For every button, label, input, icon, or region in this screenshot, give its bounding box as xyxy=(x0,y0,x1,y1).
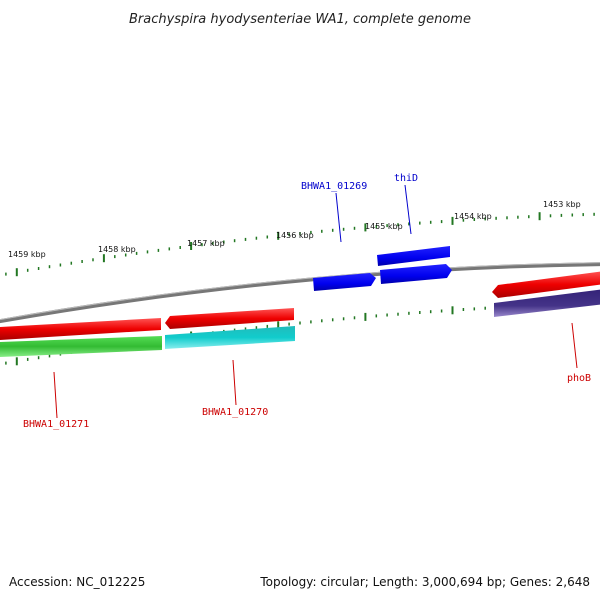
gene-label-bhwa1-01269[interactable]: BHWA1_01269 xyxy=(301,181,367,192)
cds-arrow-phob[interactable] xyxy=(492,271,600,298)
leader-line xyxy=(404,184,412,235)
accession-text: Accession: NC_012225 xyxy=(9,575,145,589)
gene-label-thid[interactable]: thiD xyxy=(394,173,418,184)
cds-arrow-bhwa1-01270[interactable] xyxy=(165,308,294,329)
gene-arrow-thid[interactable] xyxy=(377,246,450,266)
genome-backbone-highlight xyxy=(0,262,600,321)
genome-summary-text: Topology: circular; Length: 3,000,694 bp… xyxy=(259,575,590,589)
gene-bar-bhwa1-01271[interactable] xyxy=(0,336,162,357)
gene-label-phob[interactable]: phoB xyxy=(567,373,591,384)
tick-label: 1453 kbp xyxy=(543,200,581,209)
genome-backbone xyxy=(0,262,600,324)
tick-label: 1455 kbp xyxy=(365,222,403,231)
leader-line xyxy=(53,371,58,419)
gene-bar-phob[interactable] xyxy=(494,289,600,317)
tick-label: 1458 kbp xyxy=(98,245,136,254)
leader-line xyxy=(571,322,578,369)
cds-arrow-bhwa1-01271[interactable] xyxy=(0,318,161,340)
tick-label: 1459 kbp xyxy=(8,250,46,259)
gene-label-bhwa1-01270[interactable]: BHWA1_01270 xyxy=(202,407,268,418)
map-title: Brachyspira hyodysenteriae WA1, complete… xyxy=(129,12,471,27)
gene-label-bhwa1-01271[interactable]: BHWA1_01271 xyxy=(23,419,89,430)
leader-line xyxy=(335,192,342,243)
leader-line xyxy=(232,359,237,406)
gene-arrow-bhwa1-01269[interactable] xyxy=(313,273,376,291)
gene-arrow-thid-lower[interactable] xyxy=(380,264,452,284)
tick-label: 1457 kbp xyxy=(187,239,225,248)
gene-bar-bhwa1-01270[interactable] xyxy=(165,326,295,349)
upper-tick-ruler xyxy=(5,212,595,277)
tick-label: 1456 kbp xyxy=(276,231,314,240)
tick-label: 1454 kbp xyxy=(454,212,492,221)
